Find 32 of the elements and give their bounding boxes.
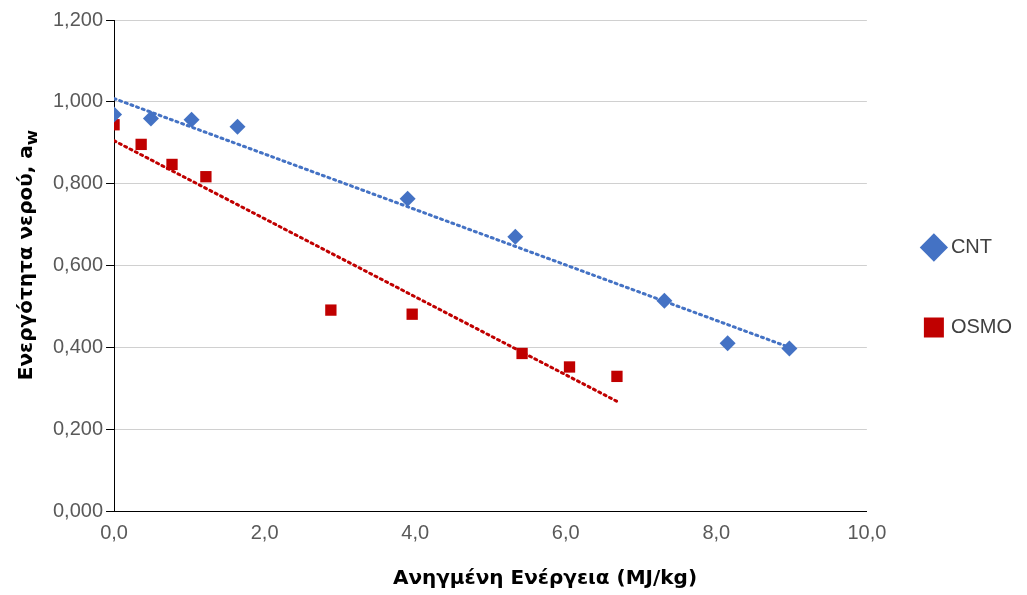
point [325, 304, 337, 316]
x-tick-label: 4,0 [401, 520, 430, 543]
point [166, 158, 178, 171]
x-tick-label: 6,0 [551, 520, 580, 543]
point [183, 111, 200, 128]
point [719, 335, 736, 352]
x-tick-label: 2,0 [250, 520, 279, 543]
x-tick-label: 0,0 [100, 520, 128, 543]
y-tick-label: 0,400 [52, 334, 104, 357]
point [406, 308, 418, 320]
x-tick-label: 10,0 [847, 520, 887, 543]
point [229, 118, 246, 135]
y-tick-label: 0,800 [52, 171, 104, 194]
y-tick-label: 0,600 [52, 253, 104, 276]
y-tick-label: 1,000 [52, 89, 104, 112]
point [507, 228, 524, 245]
y-tick-label: 1,200 [52, 7, 104, 30]
point [135, 138, 147, 151]
x-axis-title: Ανηγμένη Ενέργεια (MJ/kg) [391, 565, 699, 589]
legend-label: CNT [950, 235, 992, 258]
y-tick-label: 0,000 [52, 498, 104, 521]
x-tick-label: 8,0 [702, 520, 731, 543]
point [200, 171, 212, 183]
y-tick-label: 0,200 [52, 416, 104, 439]
point [656, 292, 673, 309]
point [563, 361, 576, 373]
point [399, 190, 416, 207]
point [142, 110, 159, 127]
legend-label: OSMO [950, 315, 1013, 338]
point [781, 340, 798, 357]
point [611, 370, 623, 383]
point [516, 347, 528, 360]
